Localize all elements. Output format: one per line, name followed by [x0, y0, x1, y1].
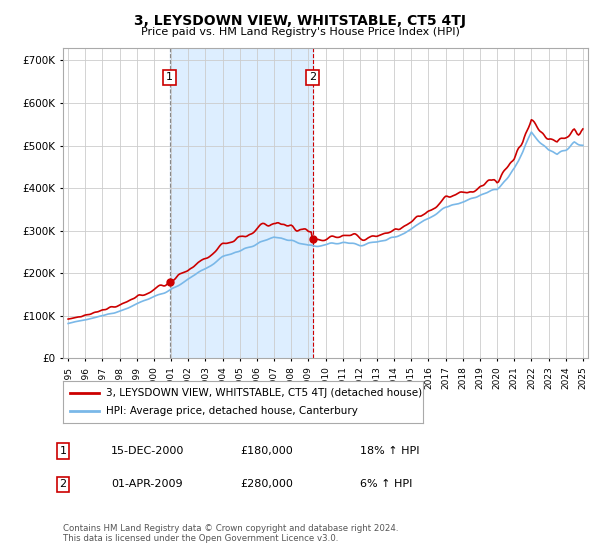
Text: Contains HM Land Registry data © Crown copyright and database right 2024.
This d: Contains HM Land Registry data © Crown c…	[63, 524, 398, 543]
Text: 2: 2	[309, 72, 316, 82]
Text: £180,000: £180,000	[240, 446, 293, 456]
Point	[165, 277, 175, 286]
Text: 15-DEC-2000: 15-DEC-2000	[111, 446, 184, 456]
Bar	[170, 48, 313, 358]
Text: 18% ↑ HPI: 18% ↑ HPI	[360, 446, 419, 456]
Text: £280,000: £280,000	[240, 479, 293, 489]
Text: Price paid vs. HM Land Registry's House Price Index (HPI): Price paid vs. HM Land Registry's House …	[140, 27, 460, 37]
Text: 6% ↑ HPI: 6% ↑ HPI	[360, 479, 412, 489]
Text: 3, LEYSDOWN VIEW, WHITSTABLE, CT5 4TJ: 3, LEYSDOWN VIEW, WHITSTABLE, CT5 4TJ	[134, 14, 466, 28]
Text: 3, LEYSDOWN VIEW, WHITSTABLE, CT5 4TJ (detached house): 3, LEYSDOWN VIEW, WHITSTABLE, CT5 4TJ (d…	[106, 388, 422, 398]
Text: 1: 1	[166, 72, 173, 82]
Text: HPI: Average price, detached house, Canterbury: HPI: Average price, detached house, Cant…	[106, 406, 358, 416]
Point	[308, 235, 317, 244]
Text: 2: 2	[59, 479, 67, 489]
Text: 1: 1	[59, 446, 67, 456]
Text: 01-APR-2009: 01-APR-2009	[111, 479, 182, 489]
